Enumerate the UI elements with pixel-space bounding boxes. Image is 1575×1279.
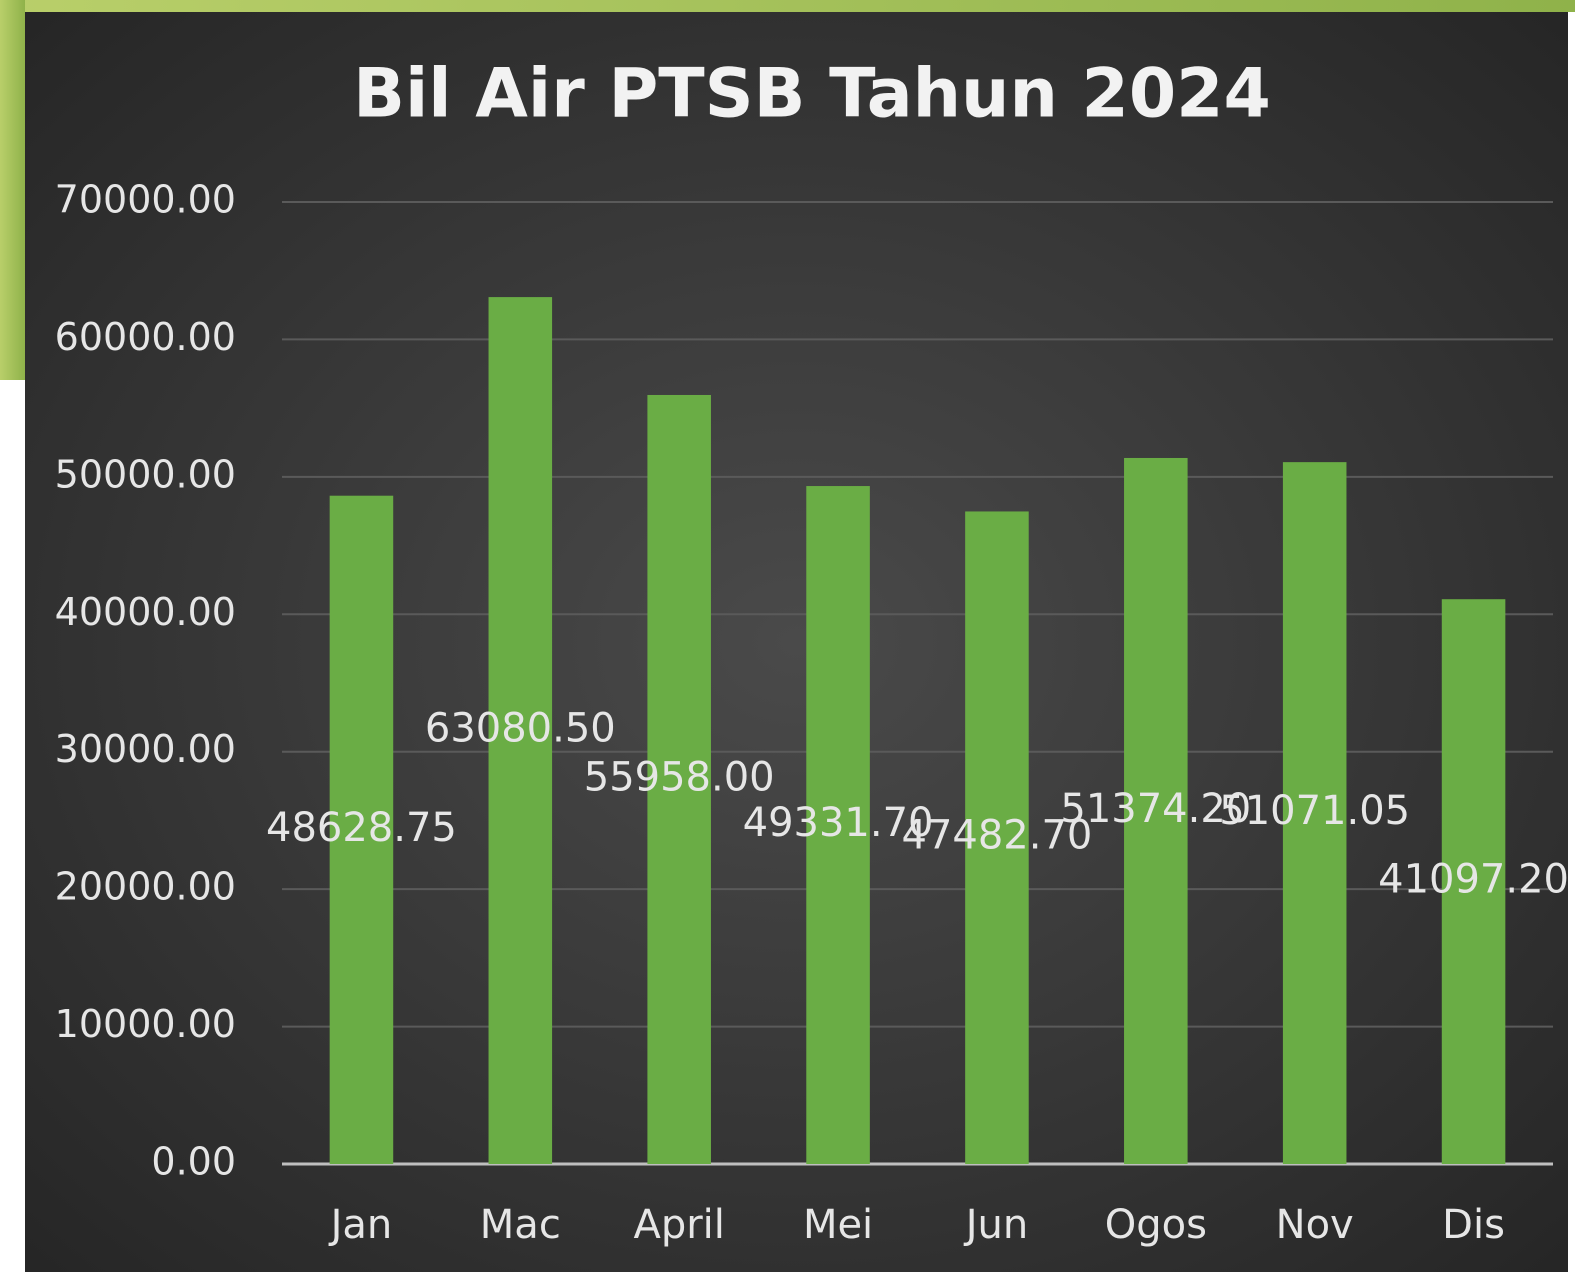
x-tick-label: April <box>633 1202 724 1248</box>
data-label: 41097.20 <box>1378 857 1569 903</box>
x-tick-label: Ogos <box>1105 1202 1207 1248</box>
x-tick-label: Mac <box>480 1202 561 1248</box>
y-tick-label: 40000.00 <box>55 590 236 634</box>
y-tick-label: 50000.00 <box>55 452 236 496</box>
x-tick-label: Jun <box>963 1202 1029 1248</box>
y-tick-label: 60000.00 <box>55 315 236 359</box>
y-tick-label: 0.00 <box>151 1140 236 1184</box>
data-label: 55958.00 <box>584 754 775 800</box>
x-tick-label: Jan <box>328 1202 393 1248</box>
data-label: 51071.05 <box>1219 788 1410 834</box>
background-image <box>0 0 1575 12</box>
y-tick-label: 10000.00 <box>55 1002 236 1046</box>
chart: Bil Air PTSB Tahun 2024 0.00 10000.00 2000… <box>0 0 1575 1279</box>
x-tick-label: Mei <box>803 1202 873 1248</box>
data-label: 63080.50 <box>425 706 616 752</box>
y-tick-label: 20000.00 <box>55 865 236 909</box>
y-tick-label: 30000.00 <box>55 727 236 771</box>
x-tick-label: Nov <box>1276 1202 1354 1248</box>
chart-title: Bil Air PTSB Tahun 2024 <box>353 55 1271 134</box>
background-image <box>0 0 25 380</box>
page: Bil Air PTSB Tahun 2024 0.00 10000.00 2000… <box>0 0 1575 1279</box>
y-tick-label: 70000.00 <box>55 178 236 222</box>
x-tick-label: Dis <box>1442 1202 1505 1248</box>
data-label: 48628.75 <box>266 805 457 851</box>
